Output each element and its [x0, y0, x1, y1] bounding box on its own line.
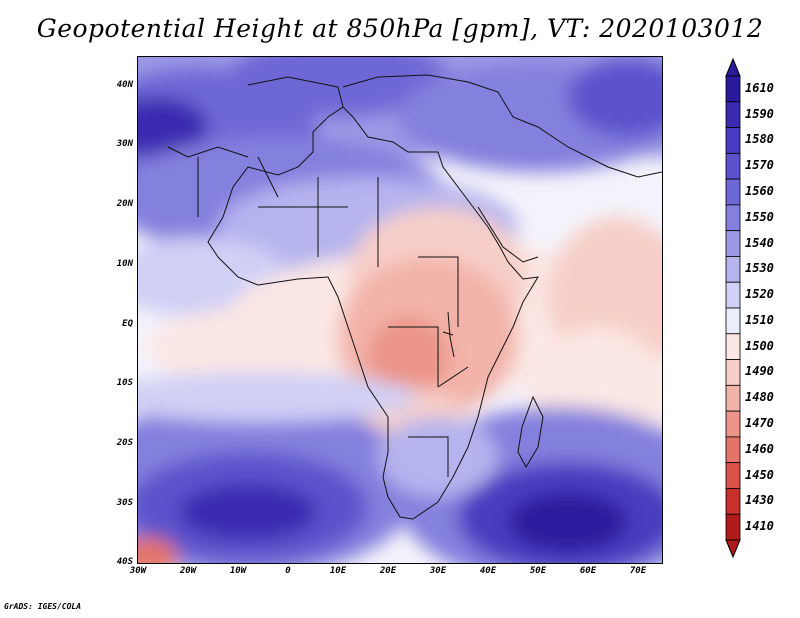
colorbar-level-label: 1550 — [745, 209, 774, 224]
colorbar-swatch — [725, 178, 741, 206]
lon-label: 40E — [479, 566, 497, 576]
colorbar-swatch — [725, 384, 741, 412]
colorbar-swatch — [725, 307, 741, 335]
colorbar-swatch — [725, 513, 741, 541]
colorbar-swatch — [725, 281, 741, 309]
colorbar-arrow-top — [725, 58, 741, 77]
colorbar-swatch — [725, 462, 741, 489]
colorbar-swatch — [725, 204, 741, 232]
colorbar-level-label: 1530 — [745, 261, 774, 276]
colorbar-level-label: 1560 — [745, 184, 774, 198]
lat-label: 40N — [116, 80, 133, 90]
lon-label: 0 — [285, 566, 291, 576]
colorbar-level-label: 1540 — [745, 235, 774, 250]
grads-credit: GrADS: IGES/COLA — [4, 602, 82, 611]
lat-label: 10S — [116, 378, 133, 388]
lon-label: 10W — [229, 566, 247, 576]
colorbar — [725, 58, 741, 558]
lon-label: 30W — [129, 566, 147, 576]
map-title: Geopotential Height at 850hPa [gpm], VT:… — [36, 14, 764, 43]
coastline-outline — [167, 74, 662, 520]
lat-label: 30N — [116, 139, 133, 149]
colorbar-level-label: 1520 — [745, 287, 774, 302]
lon-label: 50E — [529, 566, 547, 576]
colorbar-level-label: 1580 — [745, 132, 774, 147]
map-plot-area — [137, 56, 663, 564]
colorbar-level-label: 1470 — [745, 416, 774, 430]
colorbar-level-label: 1610 — [745, 80, 774, 95]
colorbar-level-label: 1590 — [745, 106, 774, 121]
lat-label: 30S — [116, 498, 133, 508]
lon-label: 30E — [429, 566, 447, 576]
lon-label: 20W — [179, 566, 197, 576]
colorbar-level-label: 1430 — [745, 493, 774, 508]
lat-label: 10N — [116, 259, 133, 269]
height-field — [138, 57, 662, 563]
colorbar-level-label: 1410 — [745, 519, 774, 534]
colorbar-level-label: 1460 — [745, 441, 774, 456]
lon-label: 70E — [629, 566, 647, 576]
lat-label: 40S — [116, 557, 133, 567]
lon-label: 20E — [379, 566, 397, 576]
colorbar-swatch — [725, 359, 741, 386]
colorbar-level-label: 1450 — [745, 467, 774, 482]
lat-label: 20S — [116, 438, 133, 448]
colorbar-level-label: 1490 — [745, 364, 774, 379]
colorbar-swatch — [725, 410, 741, 438]
lon-label: 60E — [579, 566, 597, 576]
lon-label: 10E — [329, 566, 347, 576]
colorbar-level-label: 1510 — [745, 312, 774, 327]
colorbar-swatch — [725, 256, 741, 283]
colorbar-level-label: 1480 — [745, 390, 774, 405]
colorbar-arrow-bottom — [725, 539, 741, 558]
colorbar-level-label: 1500 — [745, 338, 774, 353]
colorbar-swatch — [725, 230, 741, 257]
colorbar-swatch — [725, 152, 741, 180]
lat-label: 20N — [116, 199, 133, 209]
colorbar-swatch — [725, 333, 741, 360]
colorbar-swatch — [725, 101, 741, 128]
colorbar-level-label: 1570 — [745, 158, 774, 173]
colorbar-swatch — [725, 75, 741, 103]
colorbar-swatch — [725, 436, 741, 464]
colorbar-swatch — [725, 488, 741, 515]
lat-label: EQ — [122, 319, 133, 329]
colorbar-swatch — [725, 127, 741, 154]
